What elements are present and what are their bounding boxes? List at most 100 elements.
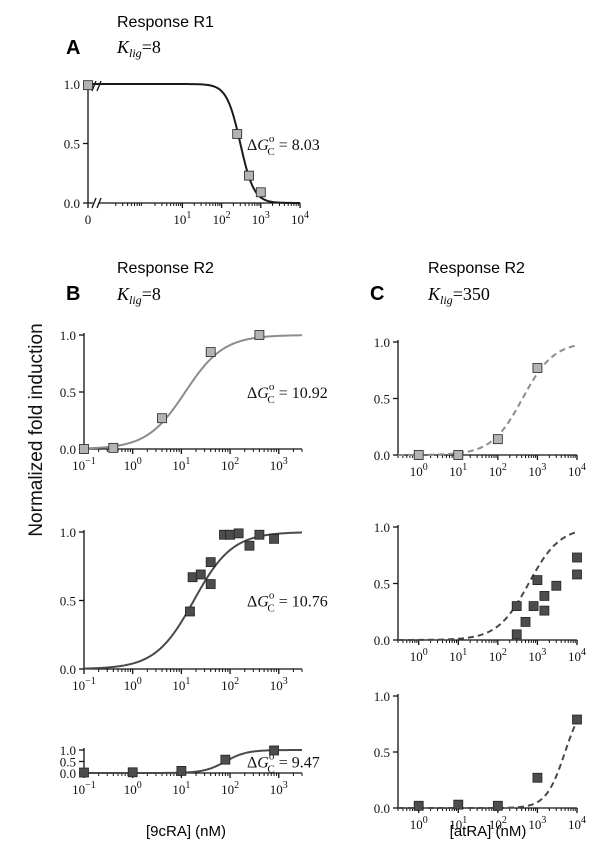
x-tick-label: 103 (528, 815, 546, 832)
y-axis-label: Normalized fold induction (26, 323, 47, 536)
x-tick-label: 102 (221, 676, 239, 693)
axis-break-mark (96, 197, 102, 209)
x-tick-label: 101 (449, 462, 467, 479)
fit-curve (398, 344, 578, 456)
panel-a-klig-label: Klig=8 (116, 37, 161, 60)
delta-g-annotation: ΔGo C = 10.92 (247, 381, 328, 406)
fit-curve (83, 531, 303, 670)
y-tick-label: 0.5 (374, 392, 390, 407)
x-tick-label: 100 (124, 456, 142, 473)
delta-g-annotation: ΔGo C = 8.03 (247, 133, 320, 158)
panel-letter-a: A (66, 37, 80, 59)
data-point (220, 754, 231, 765)
x-tick-label: 100 (410, 815, 428, 832)
x-tick-label: 100 (124, 676, 142, 693)
y-tick-label: 0.5 (60, 755, 76, 770)
x-tick-label: 10−1 (72, 780, 96, 797)
y-tick-label: 0.0 (374, 801, 390, 816)
data-point (269, 533, 279, 544)
y-tick-label: 1.0 (374, 520, 390, 535)
x-tick-label: 102 (221, 456, 239, 473)
y-tick-label: 0.5 (374, 577, 390, 592)
x-tick-label: 101 (173, 210, 191, 227)
data-point (176, 766, 187, 776)
data-point (244, 170, 254, 181)
data-point (244, 540, 255, 551)
y-tick-label: 0.0 (60, 662, 76, 677)
y-tick-label: 1.0 (60, 525, 76, 540)
data-point (492, 800, 503, 811)
y-tick-label: 1.0 (60, 328, 76, 343)
y-tick-label: 0.0 (64, 196, 80, 211)
x-tick-label: 0 (85, 212, 92, 227)
axis-break-gap (93, 82, 99, 90)
chart-a: 0.0 0.5 1.0 0 101 102 103 104 ΔGo C = 8.03 (64, 77, 320, 227)
data-point (157, 413, 167, 424)
data-point (269, 745, 279, 756)
x-tick-label: 103 (270, 780, 288, 797)
panel-c-klig-label: Klig=350 (427, 284, 490, 307)
data-point (572, 552, 582, 563)
data-point (539, 591, 550, 601)
data-point (205, 579, 216, 589)
fit-curve (84, 749, 302, 774)
data-point (511, 601, 522, 611)
axis-break-mark (91, 197, 97, 209)
data-point (511, 629, 522, 640)
x-tick-label: 101 (172, 676, 190, 693)
data-point (539, 605, 550, 616)
data-point (185, 606, 195, 617)
x-tick-label: 102 (489, 815, 507, 832)
data-point (79, 767, 89, 778)
y-tick-label: 0.5 (374, 745, 390, 760)
fit-curve (398, 530, 578, 641)
data-point (528, 601, 539, 611)
data-point (255, 187, 266, 198)
chart-c2: 0.0 0.5 1.0 100 101 102 103 104 (374, 520, 586, 664)
panel-c-response-title: Response R2 (428, 260, 525, 277)
x-tick-label: 100 (410, 462, 428, 479)
chart-b1: 0.0 0.5 1.0 10−1 100 101 102 103 ΔGo C = 10.92 (60, 328, 328, 473)
y-tick-label: 1.0 (60, 743, 76, 758)
x-tick-label: 103 (270, 456, 288, 473)
data-point (532, 772, 543, 783)
data-point (205, 557, 216, 568)
chart-c3: 0.0 0.5 1.0 100 101 102 103 104 (374, 689, 586, 832)
delta-g-annotation: ΔGo C = 9.47 (247, 751, 320, 776)
x-tick-label: 101 (172, 780, 190, 797)
fit-curve (88, 83, 300, 204)
x-tick-label: 102 (221, 780, 239, 797)
data-point (413, 800, 424, 811)
data-point (233, 528, 244, 539)
x-tick-label: 103 (528, 647, 546, 664)
panel-b-response-title: Response R2 (117, 260, 214, 277)
y-tick-label: 1.0 (374, 689, 390, 704)
data-point (254, 529, 265, 540)
x-tick-label: 104 (291, 210, 309, 227)
data-point (79, 444, 89, 454)
x-tick-label: 104 (568, 647, 586, 664)
y-tick-label: 0.0 (374, 633, 390, 648)
y-tick-label: 0.0 (60, 442, 76, 457)
y-tick-label: 1.0 (64, 77, 80, 92)
fit-curve (83, 334, 303, 450)
x-tick-label: 102 (213, 210, 231, 227)
data-point (195, 569, 206, 580)
data-point (572, 714, 582, 725)
chart-b3: 0.00.51.0 10−1 100 101 102 103 ΔGo C = 9.47 (60, 743, 320, 797)
data-point (413, 450, 424, 460)
data-point (492, 434, 503, 445)
panel-letter-b: B (66, 283, 80, 305)
y-tick-label: 0.0 (60, 766, 76, 781)
data-point (532, 575, 543, 586)
data-point (254, 330, 265, 340)
data-point (232, 129, 243, 139)
y-tick-label: 0.5 (60, 385, 76, 400)
x-tick-label: 101 (172, 456, 190, 473)
y-tick-label: 1.0 (374, 335, 390, 350)
x-axis-label-right: [atRA] (nM) (450, 823, 527, 840)
data-point (520, 617, 531, 627)
data-point (127, 767, 138, 778)
